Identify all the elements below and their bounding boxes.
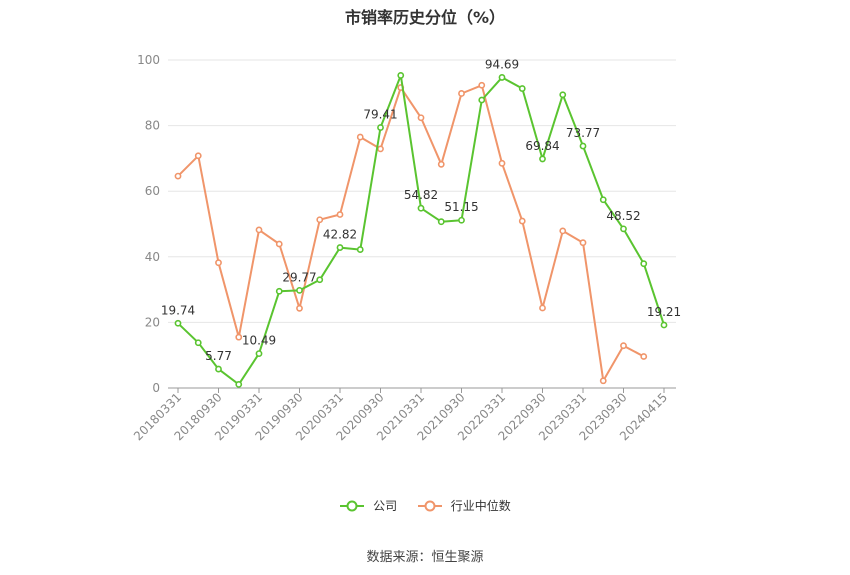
data-point-company xyxy=(397,72,405,79)
data-point-company xyxy=(518,85,526,92)
data-point-company xyxy=(194,339,202,347)
data-point-industry-median xyxy=(599,377,607,385)
axes: 0204060801002018033120180930201903312019… xyxy=(131,53,676,443)
legend-label-company: 公司 xyxy=(373,499,398,513)
data-point-industry-median xyxy=(356,133,364,141)
data-point-industry-median xyxy=(417,114,425,122)
data-point-industry-median xyxy=(620,342,627,350)
data-point-company xyxy=(215,365,222,373)
data-label: 19.21 xyxy=(647,305,681,319)
data-point-industry-median xyxy=(478,81,486,89)
data-point-industry-median xyxy=(296,304,303,312)
legend: 公司 行业中位数 xyxy=(0,497,850,514)
legend-swatch-company xyxy=(340,500,365,511)
data-label: 79.41 xyxy=(363,108,397,122)
data-point-company xyxy=(275,287,283,295)
data-point-industry-median xyxy=(458,90,465,97)
y-tick-label: 40 xyxy=(145,250,160,264)
data-label: 54.82 xyxy=(404,188,438,202)
data-point-industry-median xyxy=(194,152,202,160)
y-tick-label: 0 xyxy=(152,381,160,395)
series-line-industry-median xyxy=(177,84,645,382)
data-point-industry-median xyxy=(640,353,648,360)
data-point-industry-median xyxy=(498,159,506,167)
data-point-industry-median xyxy=(275,240,283,248)
data-point-company xyxy=(316,276,324,284)
data-point-company xyxy=(235,380,243,388)
data-label: 5.77 xyxy=(205,349,232,363)
data-label: 51.15 xyxy=(444,200,478,214)
data-point-industry-median xyxy=(235,333,243,341)
data-point-company xyxy=(579,142,587,150)
source-note: 数据来源：恒生聚源 xyxy=(366,550,484,565)
legend-swatch-industry-median xyxy=(417,500,442,511)
data-label: 29.77 xyxy=(282,270,316,284)
data-label: 10.49 xyxy=(242,334,276,348)
data-point-industry-median xyxy=(215,259,222,267)
legend-item-industry-median[interactable]: 行业中位数 xyxy=(417,497,511,514)
data-point-company xyxy=(498,74,506,81)
data-point-company xyxy=(377,124,384,131)
data-point-company xyxy=(417,204,425,212)
data-label: 48.52 xyxy=(606,209,640,223)
data-point-company xyxy=(559,91,567,99)
series-layer xyxy=(174,72,668,388)
data-point-company xyxy=(599,196,607,204)
data-point-company xyxy=(296,286,303,294)
data-point-industry-median xyxy=(539,304,546,312)
y-tick-label: 60 xyxy=(145,184,160,198)
data-point-company xyxy=(174,319,182,327)
data-point-industry-median xyxy=(336,211,344,218)
data-labels: 19.74 5.77 10.49 29.77 42.82 79.41 54.82 51.15 9… xyxy=(161,57,681,363)
data-point-company xyxy=(356,246,364,253)
gridlines xyxy=(168,59,676,323)
data-label: 69.84 xyxy=(525,139,559,153)
data-point-industry-median xyxy=(579,239,587,247)
data-point-company xyxy=(539,155,546,163)
data-point-industry-median xyxy=(174,172,182,180)
data-point-company xyxy=(437,218,445,226)
data-label: 73.77 xyxy=(566,126,600,140)
legend-label-industry-median: 行业中位数 xyxy=(450,499,511,513)
y-tick-label: 100 xyxy=(137,53,160,67)
data-point-industry-median xyxy=(559,227,567,235)
legend-item-company[interactable]: 公司 xyxy=(339,497,397,514)
data-point-industry-median xyxy=(518,217,526,225)
data-point-company xyxy=(336,244,344,251)
data-point-company xyxy=(478,96,486,104)
data-point-industry-median xyxy=(316,216,324,224)
data-label: 42.82 xyxy=(323,228,357,242)
y-tick-label: 20 xyxy=(145,315,160,329)
data-point-company xyxy=(255,350,263,357)
chart-title: 市销率历史分位（%） xyxy=(344,8,506,27)
data-point-industry-median xyxy=(437,160,445,168)
data-label: 94.69 xyxy=(485,57,519,71)
data-point-company xyxy=(660,321,668,329)
data-point-company xyxy=(640,260,648,268)
data-label: 19.74 xyxy=(161,303,195,317)
data-point-company xyxy=(458,216,465,224)
data-point-industry-median xyxy=(255,226,263,234)
data-point-industry-median xyxy=(377,145,384,153)
data-point-company xyxy=(620,225,627,233)
y-tick-label: 80 xyxy=(145,119,160,133)
